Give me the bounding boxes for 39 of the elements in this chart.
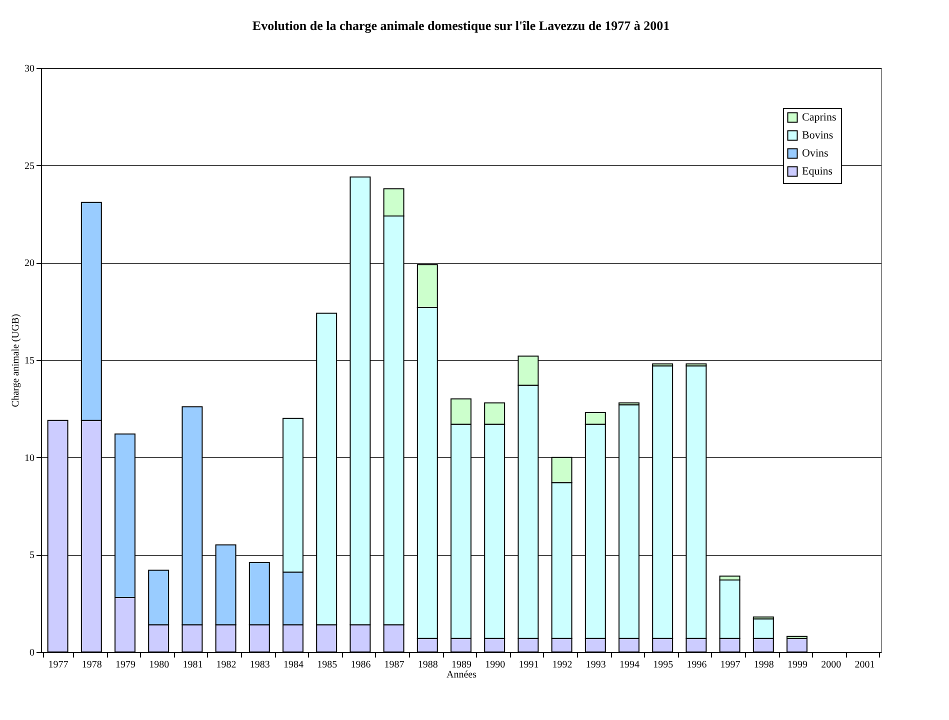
x-tick-label: 1995 bbox=[653, 660, 674, 670]
x-tick-label: 1993 bbox=[586, 660, 606, 670]
y-tick-label: 15 bbox=[24, 356, 34, 366]
legend-label: Caprins bbox=[802, 112, 836, 124]
x-tick-label: 1998 bbox=[754, 660, 774, 670]
x-tick-label: 1978 bbox=[82, 660, 102, 670]
x-tick-label: 1984 bbox=[284, 660, 304, 670]
x-tick-label: 1989 bbox=[452, 660, 472, 670]
y-tick-label: 25 bbox=[24, 160, 34, 172]
x-tick-label: 1981 bbox=[182, 660, 203, 670]
x-tick-label: 1980 bbox=[149, 660, 170, 670]
legend-label: Equins bbox=[802, 166, 833, 178]
x-tick-label: 1986 bbox=[350, 660, 371, 670]
legend-label: Ovins bbox=[802, 148, 828, 160]
y-tick-label: 5 bbox=[30, 550, 34, 562]
x-tick-label: 1987 bbox=[384, 660, 404, 670]
y-tick-label: 20 bbox=[24, 258, 34, 270]
x-tick-label: 1992 bbox=[552, 660, 572, 670]
x-tick-label: 1988 bbox=[418, 660, 438, 670]
x-tick-label: 1990 bbox=[485, 660, 506, 670]
x-tick-label: 2000 bbox=[821, 660, 842, 670]
y-tick-label: 0 bbox=[30, 648, 34, 658]
x-tick-label: 1991 bbox=[518, 660, 539, 670]
y-tick-label: 10 bbox=[24, 452, 34, 464]
y-axis-title: Charge animale (UGB) bbox=[10, 314, 22, 408]
x-tick-label: 1999 bbox=[788, 660, 808, 670]
x-tick-label: 1997 bbox=[720, 660, 740, 670]
x-axis-title: Années bbox=[446, 670, 477, 680]
y-tick-label: 30 bbox=[24, 64, 34, 74]
x-tick-label: 2001 bbox=[854, 660, 875, 670]
legend-label: Bovins bbox=[802, 130, 834, 142]
x-tick-label: 1996 bbox=[686, 660, 707, 670]
x-tick-label: 1982 bbox=[216, 660, 236, 670]
x-tick-label: 1983 bbox=[250, 660, 270, 670]
x-tick-label: 1985 bbox=[317, 660, 338, 670]
chart-title: Evolution de la charge animale domestique sur l'île Lavezzu de 1977 à 2001 bbox=[252, 18, 670, 33]
x-tick-label: 1994 bbox=[620, 660, 640, 670]
x-tick-label: 1979 bbox=[116, 660, 136, 670]
x-tick-label: 1977 bbox=[48, 660, 68, 670]
